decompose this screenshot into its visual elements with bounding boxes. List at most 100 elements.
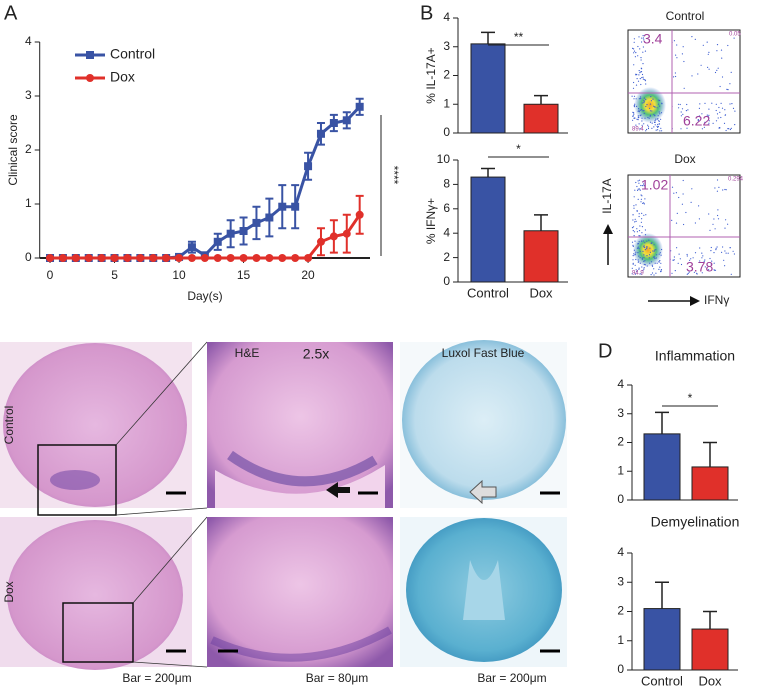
flow-dot bbox=[642, 37, 645, 39]
flow-dot bbox=[683, 60, 685, 63]
flow-dot bbox=[633, 38, 636, 40]
flow-dot bbox=[640, 98, 642, 100]
flow-dot bbox=[733, 37, 735, 39]
marker bbox=[329, 119, 338, 127]
quadrant-value: 6.22 bbox=[683, 113, 710, 129]
flow-dot bbox=[724, 265, 726, 267]
flow-dot bbox=[643, 99, 645, 101]
flow-dot bbox=[711, 102, 713, 104]
flow-x-label: IFNγ bbox=[704, 293, 729, 307]
marker bbox=[110, 254, 119, 262]
flow-dot bbox=[714, 187, 716, 189]
flow-dot bbox=[640, 273, 643, 275]
flow-dot bbox=[729, 128, 732, 131]
flow-dot bbox=[701, 128, 704, 130]
flow-dot bbox=[635, 124, 637, 126]
flow-dot bbox=[658, 123, 660, 125]
error-bar bbox=[481, 167, 495, 178]
flow-dot bbox=[641, 120, 643, 122]
flow-dot bbox=[720, 116, 722, 119]
marker bbox=[252, 218, 261, 227]
flow-dot bbox=[637, 259, 639, 261]
quadrant-value: 0.05 bbox=[729, 32, 741, 38]
flow-dot bbox=[721, 107, 724, 109]
flow-dot bbox=[631, 241, 634, 243]
flow-dot bbox=[649, 247, 651, 249]
flow-dot bbox=[651, 110, 653, 112]
flow-dot bbox=[634, 264, 636, 266]
flow-dot bbox=[720, 49, 723, 51]
marker bbox=[291, 202, 300, 211]
flow-dot bbox=[649, 103, 652, 105]
flow-dot bbox=[633, 64, 635, 66]
marker bbox=[342, 116, 351, 125]
y-tick-label: 4 bbox=[443, 225, 450, 239]
flow-dot bbox=[637, 246, 639, 248]
flow-dot bbox=[631, 95, 633, 97]
row-label: Dox bbox=[2, 581, 16, 602]
flow-dot bbox=[697, 119, 699, 121]
flow-dot bbox=[659, 113, 661, 115]
flow-dot bbox=[702, 44, 704, 46]
flow-dot bbox=[637, 252, 639, 254]
x-tick-label: 20 bbox=[301, 268, 315, 282]
flow-dot bbox=[727, 223, 729, 225]
flow-dot bbox=[643, 202, 645, 204]
flow-dot bbox=[673, 256, 676, 258]
flow-dot bbox=[699, 247, 701, 249]
flow-dot bbox=[717, 117, 719, 119]
flow-dot bbox=[706, 114, 708, 116]
flow-dot bbox=[673, 192, 675, 194]
quadrant-value: 3.78 bbox=[686, 259, 713, 275]
flow-dot bbox=[734, 124, 736, 126]
panel-label: D bbox=[598, 340, 612, 362]
flow-dot bbox=[658, 261, 660, 263]
flow-dot bbox=[653, 256, 656, 258]
flow-dot bbox=[641, 212, 643, 214]
flow-dot bbox=[708, 68, 710, 70]
flow-dot bbox=[697, 73, 699, 75]
error-bar bbox=[481, 31, 495, 44]
flow-dot bbox=[656, 107, 658, 109]
flow-dot bbox=[682, 193, 684, 195]
flow-dot bbox=[710, 263, 712, 265]
flow-dot bbox=[638, 108, 640, 110]
flow-dot bbox=[676, 247, 678, 249]
flow-dot bbox=[660, 127, 662, 129]
legend-label: Control bbox=[110, 46, 155, 62]
flow-dot bbox=[660, 270, 662, 272]
flow-dot bbox=[640, 240, 643, 242]
flow-dot bbox=[708, 120, 710, 122]
flow-dot bbox=[726, 88, 728, 90]
flow-panel: Control 3.4 0.05 89.4 6.22 Dox 1.02 0.29… bbox=[600, 9, 744, 307]
flow-dot bbox=[655, 129, 657, 131]
flow-dot bbox=[686, 103, 688, 106]
bar bbox=[643, 608, 681, 671]
flow-dot bbox=[717, 218, 720, 220]
flow-dot bbox=[653, 268, 655, 270]
marker bbox=[342, 229, 351, 238]
flow-dot bbox=[644, 229, 647, 231]
flow-dot bbox=[640, 57, 642, 59]
marker bbox=[71, 254, 80, 262]
flow-dot bbox=[642, 78, 645, 80]
flow-dot bbox=[698, 205, 700, 207]
flow-dot bbox=[635, 251, 637, 253]
flow-dot bbox=[633, 50, 636, 52]
micrograph bbox=[3, 343, 187, 507]
flow-density bbox=[634, 87, 666, 123]
flow-dot bbox=[655, 257, 657, 259]
flow-dot bbox=[660, 254, 662, 256]
flow-dot bbox=[636, 78, 638, 80]
flow-dot bbox=[640, 128, 642, 130]
flow-dot bbox=[703, 126, 706, 128]
flow-dot bbox=[643, 97, 646, 99]
flow-dot bbox=[708, 213, 710, 215]
flow-dot bbox=[634, 254, 636, 256]
flow-dot bbox=[634, 103, 636, 105]
flow-dot bbox=[642, 183, 645, 185]
flow-dot bbox=[632, 119, 634, 121]
flow-dot bbox=[677, 262, 679, 264]
flow-dot bbox=[638, 182, 640, 184]
flow-dot bbox=[651, 265, 654, 267]
